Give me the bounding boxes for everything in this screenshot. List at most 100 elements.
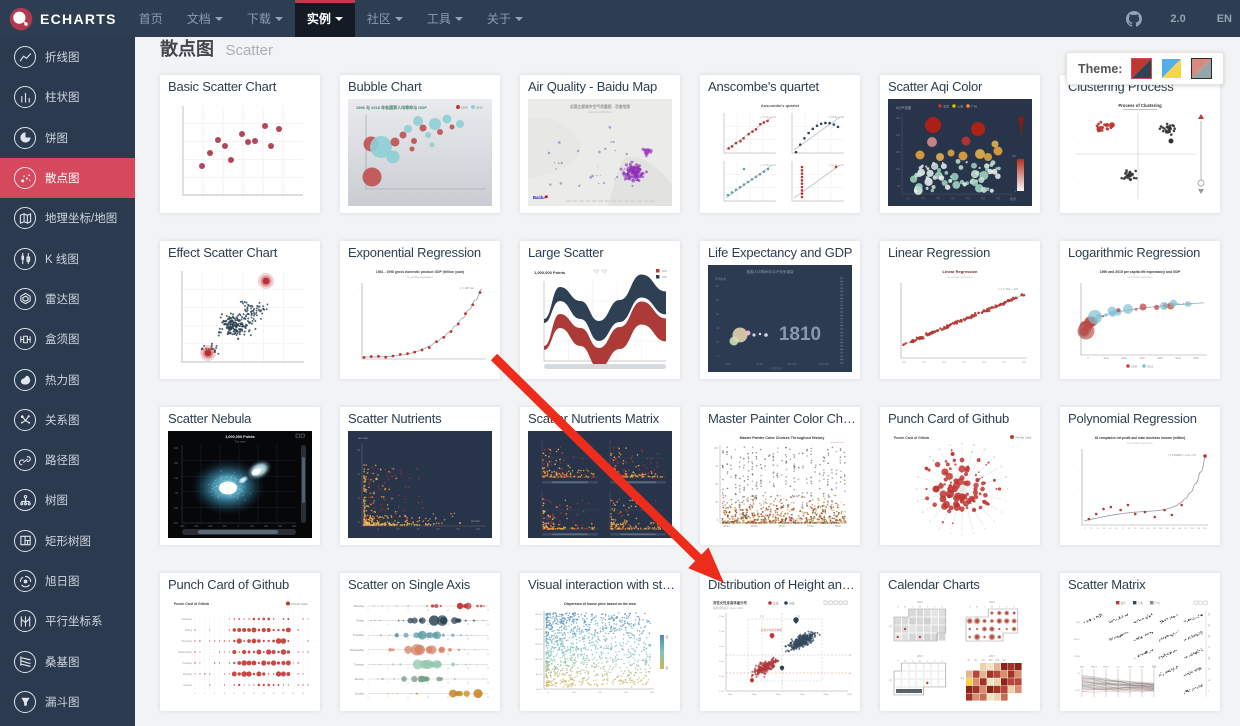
- example-card-21[interactable]: Distribution of Height an… 男性女性身高体重分布 抽样调查…: [700, 573, 860, 711]
- example-card-11[interactable]: Logarithmic Regression 1990 and 2015 per …: [1060, 241, 1220, 379]
- theme-swatch-default[interactable]: [1131, 58, 1153, 79]
- svg-text:Test case: Test case: [235, 440, 247, 444]
- theme-swatch-vintage[interactable]: [1191, 58, 1213, 79]
- example-card-15[interactable]: Master Painter Color Ch… Master Painter C…: [700, 407, 860, 545]
- svg-text:18: 18: [282, 693, 285, 695]
- nav-version[interactable]: 2.0: [1170, 12, 1186, 25]
- sidebar-item-3[interactable]: 散点图: [0, 157, 135, 199]
- nav-item-5[interactable]: 工具: [415, 0, 475, 37]
- sidebar-item-16[interactable]: 漏斗图: [0, 682, 135, 722]
- nav-lang-switch[interactable]: EN: [1216, 12, 1232, 25]
- example-card-5[interactable]: Clustering Process Process of Clustering -…: [1060, 75, 1220, 213]
- svg-text:25: 25: [715, 501, 718, 504]
- example-card-7[interactable]: Exponential Regression 1981 - 1998 gross …: [340, 241, 500, 379]
- nav-item-3[interactable]: 实例: [294, 0, 355, 37]
- nav-item-2[interactable]: 下载: [235, 0, 295, 37]
- example-card-title: Scatter on Single Axis: [348, 578, 471, 592]
- example-card-17[interactable]: Polynomial Regression 18 companies net pr…: [1060, 407, 1220, 545]
- sidebar-item-2[interactable]: 饼图: [0, 118, 135, 158]
- example-card-title: Scatter Aqi Color: [888, 80, 983, 94]
- sidebar-item-1[interactable]: 柱状图: [0, 77, 135, 117]
- example-card-8[interactable]: Large Scatter 1,000,000 Points: [520, 241, 680, 379]
- sidebar-item-15[interactable]: 桑基图: [0, 641, 135, 681]
- example-thumbnail-effect: - - - - - - -------: [168, 265, 312, 372]
- svg-text:24: 24: [487, 668, 490, 670]
- echarts-logo[interactable]: ECHARTS: [0, 0, 127, 37]
- example-card-23[interactable]: Scatter Matrix 北京 上海 广州 · · · · · · · · · · · · · · 优良轻中重严…: [1060, 573, 1220, 711]
- nav-item-6[interactable]: 关于: [475, 0, 535, 37]
- svg-text:0: 0: [367, 610, 369, 612]
- svg-text:Process of Clustering: Process of Clustering: [1118, 103, 1162, 108]
- chevron-down-icon: [334, 16, 343, 21]
- sidebar-item-9[interactable]: 关系图: [0, 400, 135, 440]
- lines-icon: [14, 449, 36, 472]
- svg-text:Punch Card of Github: Punch Card of Github: [174, 602, 209, 606]
- svg-text:by ecStat.regression: by ecStat.regression: [947, 275, 973, 279]
- svg-text:180: 180: [896, 151, 901, 154]
- svg-text:9: 9: [929, 521, 931, 523]
- svg-text:y = 0.5x + 3.0: y = 0.5x + 3.0: [828, 163, 844, 167]
- example-card-1[interactable]: Bubble Chart 1990 与 2015 年各国家人均寿命与 GDP 199…: [340, 75, 500, 213]
- svg-text:-: -: [222, 364, 223, 367]
- example-card-12[interactable]: Scatter Nebula 1,000,000 Points Test case 4…: [160, 407, 320, 545]
- svg-text:16: 16: [938, 450, 941, 452]
- svg-text:-: -: [1079, 453, 1080, 456]
- example-card-3[interactable]: Anscombe's quartet Anscombe's quartet y = …: [700, 75, 860, 213]
- sidebar-item-5[interactable]: K 线图: [0, 238, 135, 278]
- example-card-22[interactable]: Calendar Charts 2017 2017 2017 2017 S M T W T F S S M…: [880, 573, 1040, 711]
- example-card-9[interactable]: Life Expectancy and GDP 各国人均寿命与GDP关系演变 平均寿…: [700, 241, 860, 379]
- example-card-10[interactable]: Linear Regression Linear Regression by ecS…: [880, 241, 1040, 379]
- sidebar-item-7[interactable]: 盒须图: [0, 319, 135, 359]
- svg-text:216: 216: [1197, 528, 1201, 530]
- sidebar-item-0[interactable]: 折线图: [0, 37, 135, 77]
- github-icon[interactable]: [1126, 10, 1143, 27]
- svg-text:-400: -400: [180, 525, 185, 528]
- svg-text:1250s: 1250s: [722, 524, 730, 528]
- example-card-18[interactable]: Punch Card of Github Punch Card of Github…: [160, 573, 320, 711]
- nav-item-0[interactable]: 首页: [127, 0, 175, 37]
- example-card-title: Calendar Charts: [888, 578, 980, 592]
- example-card-title: Basic Scatter Chart: [168, 80, 277, 94]
- svg-text:-: -: [202, 364, 203, 367]
- example-card-4[interactable]: Scatter Aqi Color AQI气泡图 北京 上海 广州 100 1 数值 300 24…: [880, 75, 1040, 213]
- example-card-13[interactable]: Scatter Nutrients amount 8k 6k 4k 2k 0 20 40 60 80…: [340, 407, 500, 545]
- svg-text:75: 75: [715, 465, 718, 468]
- svg-text:80,000: 80,000: [536, 674, 543, 676]
- sidebar-item-14[interactable]: 平行坐标系: [0, 601, 135, 641]
- example-card-2[interactable]: Air Quality - Baidu Map 全国主要城市空气质量图 · 百度地…: [520, 75, 680, 213]
- example-card-0[interactable]: Basic Scatter Chart - - - - - - - - - - - - -: [160, 75, 320, 213]
- example-card-6[interactable]: Effect Scatter Chart - - - - - - - - - - - - -: [160, 241, 320, 379]
- sidebar-item-6[interactable]: 雷达图: [0, 279, 135, 319]
- sidebar-item-4[interactable]: 地理坐标/地图: [0, 198, 135, 238]
- svg-text:-350: -350: [173, 522, 178, 525]
- svg-text:60: 60: [1115, 528, 1118, 530]
- nav-item-1[interactable]: 文档: [175, 0, 235, 37]
- svg-text:6000: 6000: [1193, 357, 1199, 360]
- example-card-14[interactable]: Scatter Nutrients Matrix: [520, 407, 680, 545]
- svg-text:-: -: [378, 362, 379, 364]
- sidebar-item-11[interactable]: 树图: [0, 480, 135, 520]
- sidebar-item-8[interactable]: 热力图: [0, 359, 135, 399]
- sidebar-item-12[interactable]: 矩形树图: [0, 521, 135, 561]
- svg-text:12: 12: [427, 639, 430, 641]
- svg-text:-200: -200: [208, 525, 213, 528]
- svg-text:Friday: Friday: [185, 628, 193, 632]
- svg-text:1990: 1990: [1131, 365, 1138, 369]
- example-card-20[interactable]: Visual interaction with st… Dispersion of…: [520, 573, 680, 711]
- svg-text:4: 4: [984, 528, 986, 530]
- sidebar-item-13[interactable]: 旭日图: [0, 561, 135, 601]
- theme-swatch-shine[interactable]: [1161, 58, 1182, 79]
- svg-text:-: -: [1079, 504, 1080, 507]
- chevron-down-icon: [274, 16, 283, 21]
- svg-text:-: -: [359, 287, 360, 290]
- svg-text:0: 0: [367, 639, 369, 641]
- example-card-19[interactable]: Scatter on Single Axis Saturday 0 4 8 12 16 20 2…: [340, 573, 500, 711]
- nav-item-4[interactable]: 社区: [355, 0, 415, 37]
- svg-text:300: 300: [896, 117, 901, 120]
- sidebar-item-10[interactable]: 路径图: [0, 440, 135, 480]
- svg-text:0.4: 0.4: [982, 361, 986, 364]
- svg-text:0: 0: [717, 519, 719, 522]
- svg-text:amount: amount: [358, 436, 368, 440]
- example-card-16[interactable]: Punch Card of Github Punch Card of Github…: [880, 407, 1040, 545]
- svg-text:20: 20: [467, 610, 470, 612]
